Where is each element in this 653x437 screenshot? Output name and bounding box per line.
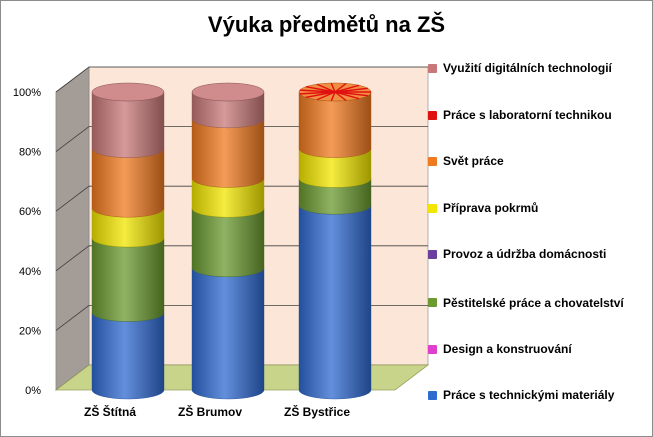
legend-swatch: [428, 298, 437, 307]
cylinder-top-slice: [334, 91, 368, 97]
cylinder-top: [91, 82, 165, 102]
legend-swatch: [428, 249, 437, 259]
legend-item: Provoz a údržba domácnosti: [428, 245, 606, 263]
legend-label: Příprava pokrmů: [443, 201, 539, 215]
y-tick-label: 40%: [19, 266, 41, 278]
y-tick-label: 20%: [19, 325, 41, 337]
cylinder-segment: [91, 312, 165, 400]
legend-label: Práce s laboratorní technikou: [443, 108, 612, 122]
side-wall: [55, 66, 90, 391]
cylinder-top-slice: [334, 82, 347, 93]
cylinder-top-slice: [334, 87, 368, 93]
legend-swatch: [428, 110, 437, 120]
cylinder-segment: [191, 118, 265, 188]
cylinder-top-slice: [330, 82, 336, 93]
y-tick-label: 100%: [13, 87, 41, 99]
legend-swatch: [428, 203, 437, 213]
cylinder-segment: [91, 237, 165, 322]
x-category-label: ZŠ Štítná: [84, 404, 136, 419]
x-category-label: ZŠ Bystřice: [284, 404, 350, 419]
legend-label: Pěstitelské práce a chovatelství: [443, 296, 624, 310]
gridline: [55, 66, 428, 93]
legend-label: Využití digitálních technologií: [443, 61, 612, 75]
legend-label: Svět práce: [443, 154, 504, 168]
chart-title: Výuka předmětů na ZŠ: [207, 12, 446, 37]
legend-swatch: [428, 63, 437, 73]
cylinder-top-slice: [334, 91, 347, 102]
cylinder-top-slice: [316, 91, 336, 101]
cylinder-segment: [298, 91, 372, 158]
legend-label: Práce s technickými materiály: [443, 388, 615, 402]
legend-item: Pěstitelské práce a chovatelství: [428, 292, 643, 332]
y-tick-label: 60%: [19, 206, 41, 218]
legend-item: Příprava pokrmů: [428, 199, 538, 217]
cylinder-top-slice: [334, 91, 360, 100]
legend-item: Svět práce: [428, 152, 504, 170]
cylinder-segment: [91, 148, 165, 218]
cylinder-top-slice: [299, 89, 336, 93]
x-category-label: ZŠ Brumov: [178, 404, 242, 419]
legend-label: Provoz a údržba domácnosti: [443, 247, 607, 261]
y-tick-label: 80%: [19, 147, 41, 159]
cylinder-top: [191, 82, 265, 102]
cylinder-top-slice: [305, 86, 336, 93]
legend-swatch: [428, 344, 437, 354]
legend-item: Práce s laboratorní technikou: [428, 106, 612, 124]
y-tick-label: 0%: [25, 385, 41, 397]
cylinder-segment: [191, 267, 265, 400]
legend-swatch: [428, 156, 437, 166]
legend-swatch: [428, 390, 437, 400]
cylinder-segment: [91, 91, 165, 158]
legend-label: Design a konstruování: [443, 342, 572, 356]
legend-item: Design a konstruování: [428, 340, 572, 358]
cylinder-segment: [298, 205, 372, 400]
cylinder-top-slice: [330, 91, 336, 102]
legend-item: Využití digitálních technologií: [428, 59, 612, 77]
legend-item: Práce s technickými materiály: [428, 386, 614, 404]
cylinder-segment: [191, 208, 265, 277]
cylinder-top-slice: [316, 83, 336, 93]
